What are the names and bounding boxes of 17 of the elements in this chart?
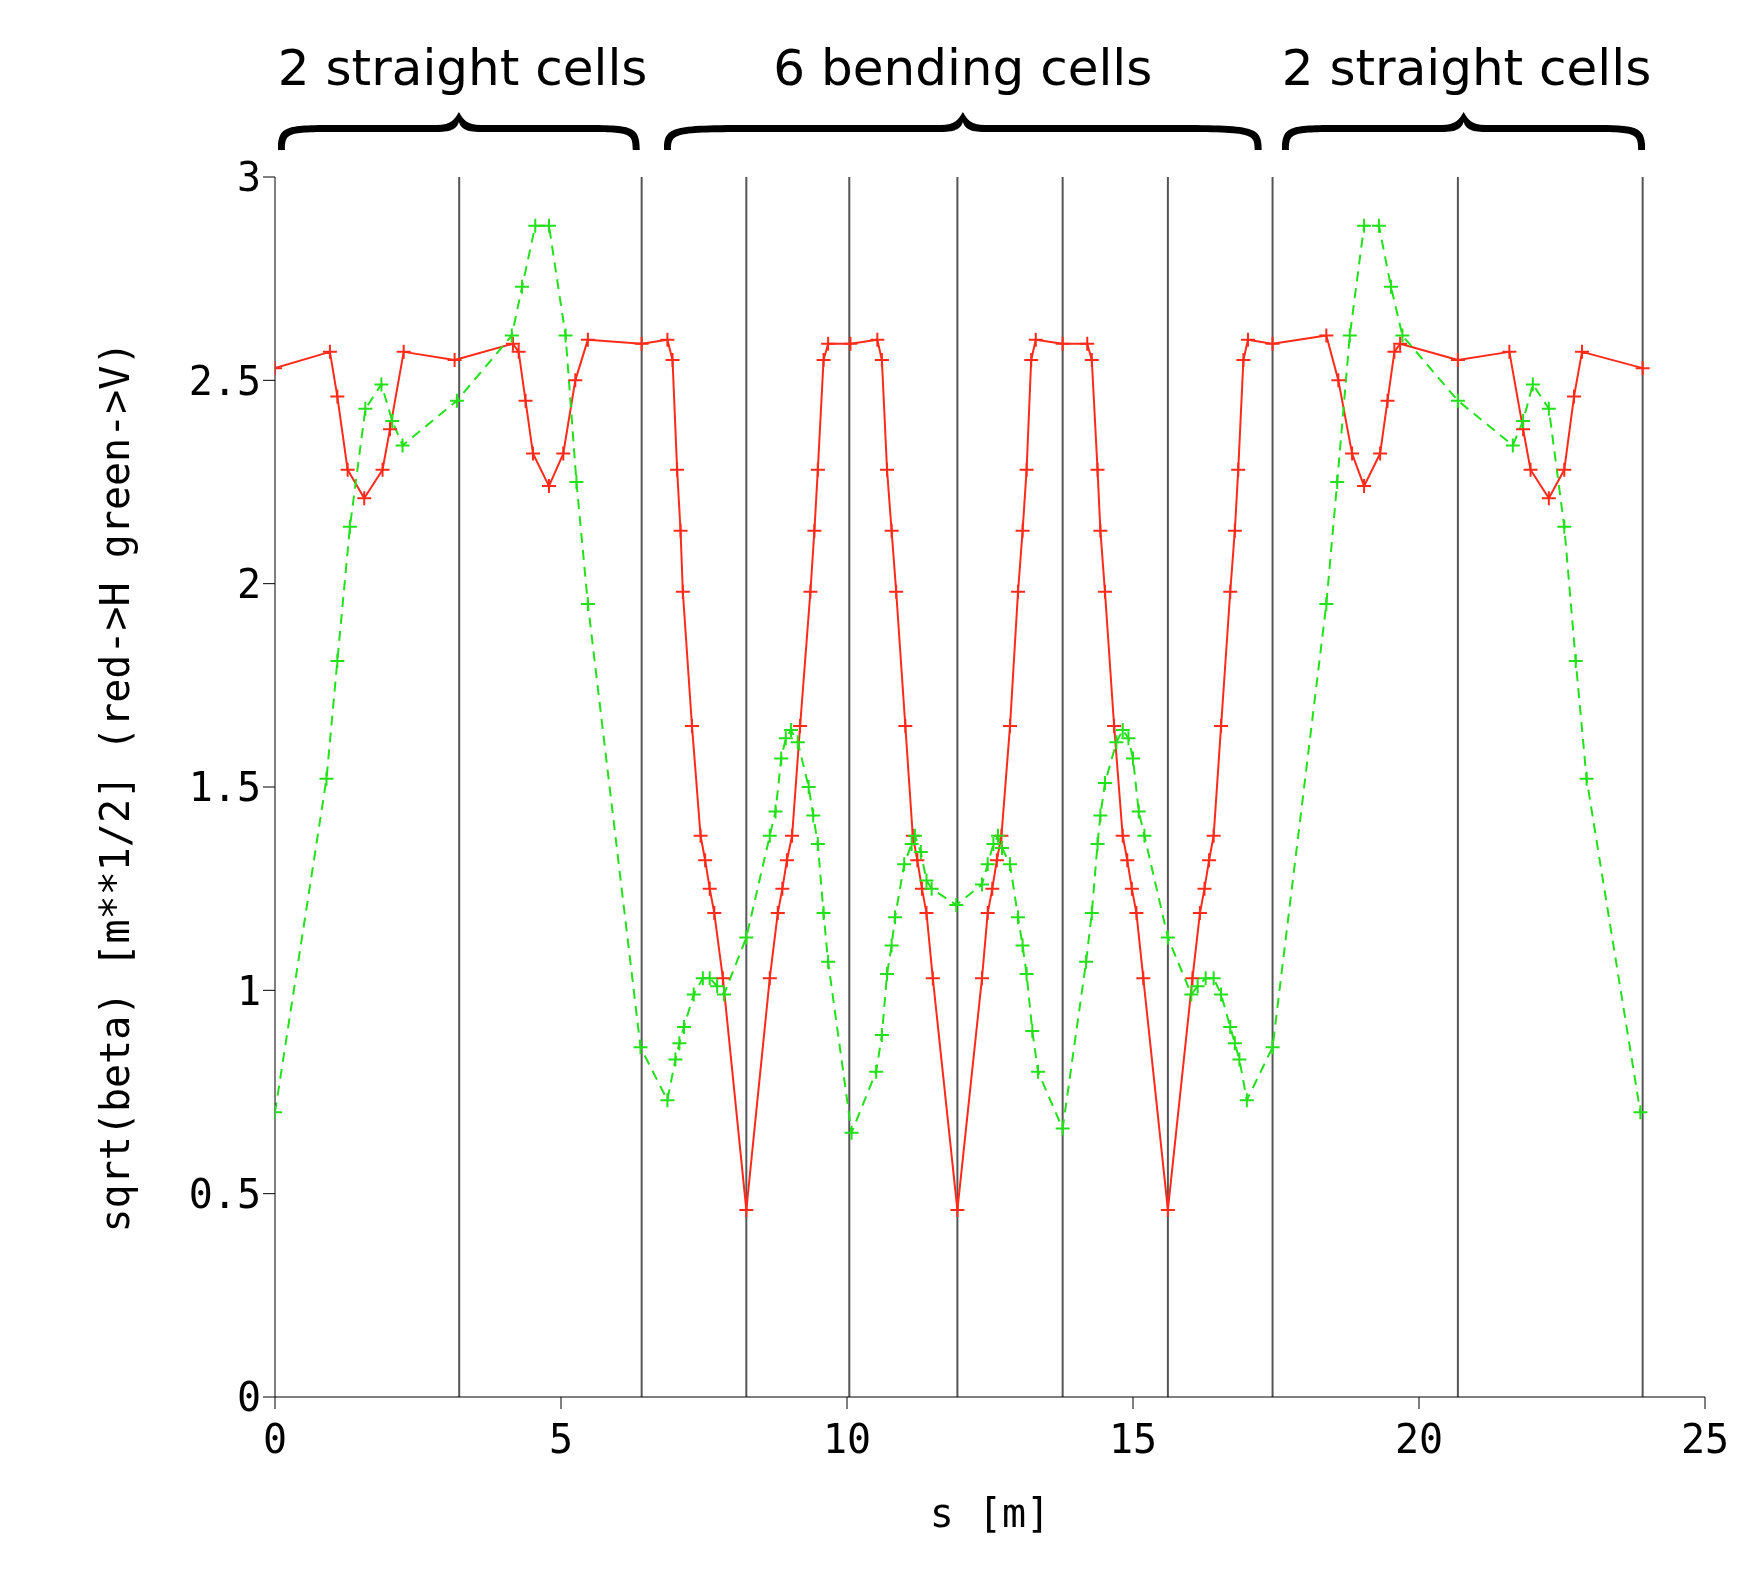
y-tick-label: 1: [236, 967, 261, 1014]
x-axis-title: s [m]: [929, 1490, 1051, 1536]
text: 6 bending cells: [772, 38, 1154, 98]
y-tick-label: 3: [236, 154, 261, 201]
y-tick-label: 2.5: [188, 357, 261, 404]
y-tick-label: 1.5: [188, 764, 261, 811]
x-tick-label: 20: [1394, 1416, 1444, 1463]
text: 2 straight cells: [1281, 38, 1652, 98]
y-tick-label: 0.5: [188, 1170, 261, 1217]
y-tick-label: 0: [236, 1374, 261, 1421]
text: 2 straight cells: [277, 38, 648, 98]
y-axis-title: sqrt(beta) [m**1/2] (red->H green->V): [92, 341, 139, 1233]
y-tick-label: 2: [236, 560, 261, 607]
x-tick-label: 5: [548, 1416, 574, 1463]
x-tick-label: 10: [822, 1416, 872, 1463]
x-tick-label: 25: [1680, 1416, 1730, 1463]
x-tick-label: 15: [1108, 1416, 1158, 1463]
